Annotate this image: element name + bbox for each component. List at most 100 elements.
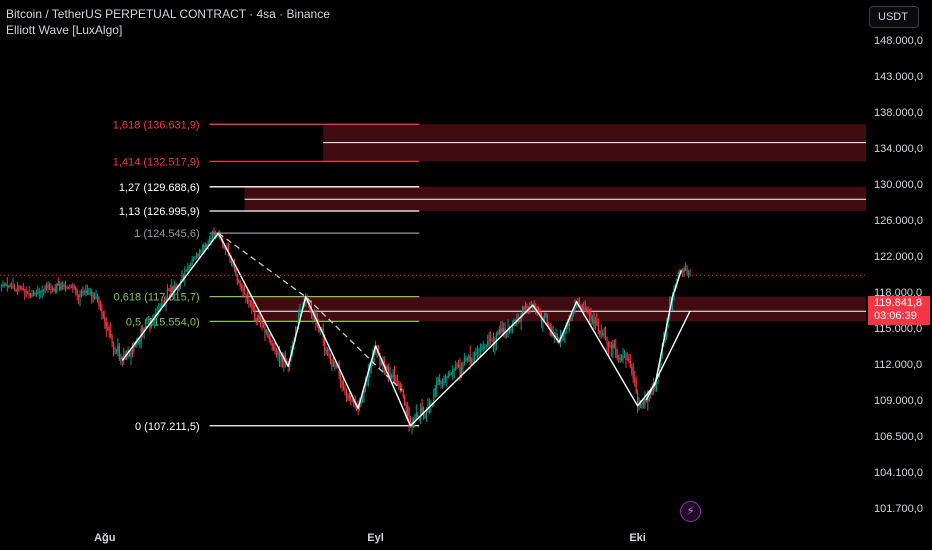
- candle-body: [185, 270, 187, 272]
- price-axis-label: 106.500,0: [874, 431, 923, 443]
- candle-body: [344, 388, 346, 393]
- candle-body: [521, 307, 524, 314]
- candle-body: [86, 290, 88, 294]
- candle-body: [392, 372, 394, 378]
- candle-body: [449, 373, 451, 375]
- candle-body: [370, 363, 372, 371]
- candle-body: [545, 314, 547, 316]
- candle-body: [16, 286, 19, 292]
- candle-body: [197, 254, 199, 257]
- currency-button[interactable]: USDT: [869, 6, 919, 28]
- price-axis-label: 101.700,0: [874, 503, 923, 515]
- candle-body: [364, 382, 366, 392]
- candle-body: [277, 352, 279, 355]
- indicator-label[interactable]: Elliott Wave [LuxAlgo]: [6, 23, 123, 37]
- candle-body: [169, 289, 171, 292]
- candle-body: [41, 290, 43, 292]
- candle-body: [262, 326, 265, 328]
- candle-body: [559, 340, 562, 343]
- candle-body: [15, 289, 17, 292]
- candle-body: [316, 321, 318, 326]
- candle-body: [481, 348, 483, 350]
- candle-body: [639, 403, 642, 405]
- candle-body: [172, 286, 174, 292]
- candle-body: [386, 366, 388, 370]
- candle-body: [501, 328, 503, 332]
- candle-body: [484, 346, 486, 348]
- price-axis-label: 126.000,0: [874, 215, 923, 227]
- candle-body: [278, 352, 281, 358]
- candle-body: [112, 342, 115, 350]
- candle-body: [175, 285, 177, 289]
- candle-body: [108, 328, 110, 331]
- candle-body: [94, 296, 96, 298]
- candle-body: [275, 350, 278, 355]
- candle-body: [379, 353, 381, 362]
- candle-body: [34, 292, 36, 294]
- candle-body: [622, 355, 624, 361]
- candle-body: [396, 383, 399, 385]
- candle-body: [575, 301, 578, 306]
- candle-body: [206, 244, 208, 248]
- candle-body: [265, 331, 267, 333]
- candle-body: [251, 301, 253, 309]
- candle-body: [37, 292, 39, 294]
- lightning-icon[interactable]: ⚡: [680, 501, 701, 522]
- candle-body: [66, 287, 68, 289]
- candle-body: [150, 322, 152, 327]
- candle-body: [258, 316, 260, 320]
- candle-body: [133, 346, 135, 352]
- candle-body: [235, 269, 237, 276]
- candle-body: [440, 381, 442, 384]
- candle-body: [271, 343, 273, 347]
- candle-body: [29, 294, 32, 297]
- candle-body: [136, 341, 138, 345]
- candle-body: [110, 330, 112, 337]
- candle-body: [181, 275, 183, 281]
- candle-body: [168, 288, 170, 290]
- candle-body: [433, 394, 435, 404]
- price-axis-label: 122.000,0: [874, 251, 923, 263]
- candle-body: [348, 395, 350, 399]
- candle-body: [31, 294, 33, 297]
- candle-body: [402, 390, 404, 397]
- symbol-title[interactable]: Bitcoin / TetherUS PERPETUAL CONTRACT · …: [6, 7, 330, 21]
- elliott-wave-2: [410, 270, 682, 427]
- candle-body: [284, 355, 286, 362]
- candle-body: [444, 378, 447, 381]
- candle-body: [610, 345, 612, 349]
- candle-body: [213, 232, 215, 235]
- candle-body: [511, 324, 514, 331]
- candle-body: [59, 284, 61, 290]
- candle-body: [456, 364, 458, 367]
- candle-body: [130, 350, 132, 356]
- candle-body: [137, 341, 139, 343]
- candle-body: [297, 315, 300, 328]
- candle-body: [38, 291, 40, 293]
- candle-body: [393, 372, 396, 379]
- candle-body: [436, 381, 438, 389]
- candle-body: [318, 325, 320, 332]
- candle-body: [45, 285, 48, 288]
- time-axis: Ağu Eyl Eki: [94, 532, 646, 544]
- fib-label-4: 1 (124.545,6): [134, 228, 199, 240]
- candle-body: [487, 341, 489, 346]
- candle-body: [360, 401, 362, 405]
- fib-label-7: 0 (107.211,5): [135, 421, 200, 433]
- candle-body: [232, 263, 234, 265]
- fib-label-1: 1,414 (132.517,9): [113, 156, 200, 168]
- candle-body: [229, 255, 231, 261]
- candle-body: [117, 346, 119, 351]
- candle-body: [457, 364, 460, 367]
- candle-body: [495, 333, 497, 344]
- fib-label-3: 1,13 (126.995,9): [119, 206, 200, 218]
- price-axis-label: 143.000,0: [874, 71, 923, 83]
- candle-body: [27, 292, 29, 294]
- candle-body: [204, 245, 206, 248]
- candle-body: [546, 314, 548, 324]
- candle-body: [165, 297, 167, 304]
- candle-body: [99, 304, 102, 307]
- candle-body: [615, 347, 617, 355]
- candle-body: [48, 284, 51, 290]
